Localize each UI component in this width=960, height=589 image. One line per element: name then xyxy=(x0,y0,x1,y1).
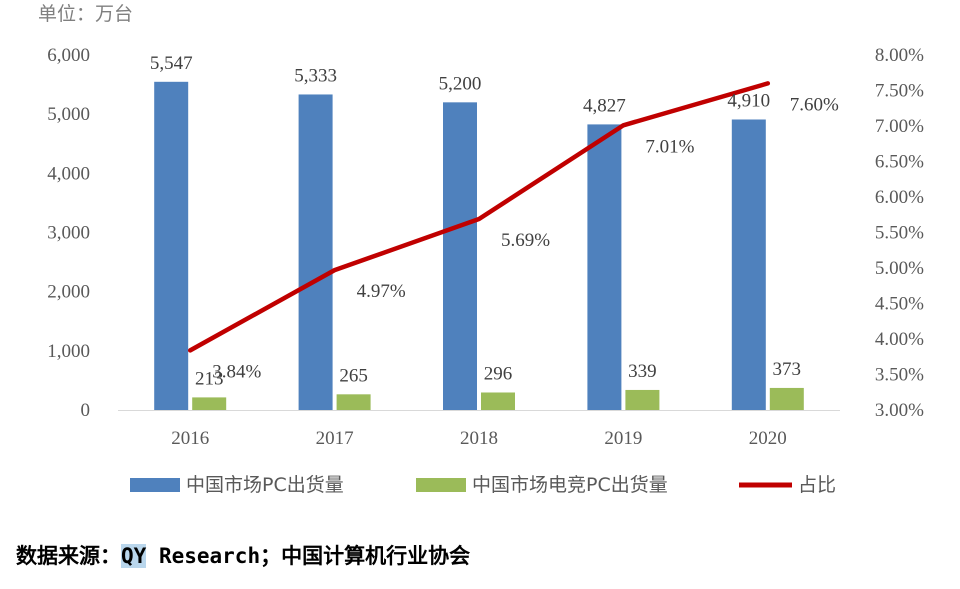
y-right-tick-label: 5.50% xyxy=(875,223,924,244)
esports-shipments-data-label: 373 xyxy=(773,359,802,380)
legend-swatch-esports xyxy=(416,478,466,492)
bar-esports-pc-shipments xyxy=(769,387,804,410)
y-left-tick-label: 0 xyxy=(81,400,91,421)
y-right-tick-label: 5.00% xyxy=(875,258,924,279)
legend-label-esports: 中国市场电竞PC出货量 xyxy=(472,474,668,496)
pc-shipments-data-label: 5,333 xyxy=(294,65,337,86)
source-highlight: QY xyxy=(121,544,147,568)
bar-pc-shipments xyxy=(298,94,333,410)
legend: 中国市场PC出货量 中国市场电竞PC出货量 占比 xyxy=(130,474,836,496)
esports-shipments-data-label: 339 xyxy=(628,361,657,382)
bar-esports-pc-shipments xyxy=(481,392,515,410)
ratio-line-series xyxy=(187,81,771,353)
bar-pc-shipments xyxy=(587,124,622,410)
legend-swatch-pc xyxy=(130,478,180,492)
y-right-tick-label: 6.50% xyxy=(875,152,924,173)
chart: 单位：万台 0 1,000 2,000 3,000 4,000 5,000 6,000 3.0… xyxy=(38,3,924,496)
y-right-tick-label: 7.50% xyxy=(875,81,924,102)
bar-pc-shipments xyxy=(443,102,477,410)
source-note: 数据来源：QY Research；中国计算机行业协会 xyxy=(16,540,470,570)
data-labels: 5,547 5,333 5,200 4,827 4,910 213 265 296 339 373… xyxy=(150,53,839,390)
y-right-tick-label: 7.00% xyxy=(875,116,924,137)
y-left-tick-label: 5,000 xyxy=(47,104,90,125)
source-rest: Research；中国计算机行业协会 xyxy=(146,544,471,568)
ratio-line xyxy=(187,81,771,353)
bar-esports-pc-shipments xyxy=(336,394,371,410)
x-tick-label: 2018 xyxy=(460,428,498,449)
y-right-tick-label: 4.50% xyxy=(875,294,924,315)
x-tick-label: 2019 xyxy=(604,428,642,449)
legend-label-pc: 中国市场PC出货量 xyxy=(186,474,344,496)
bar-pc-shipments xyxy=(731,119,766,410)
ratio-data-label: 7.01% xyxy=(645,136,694,157)
ratio-data-label: 3.84% xyxy=(212,361,261,382)
y-left-tick-label: 3,000 xyxy=(47,223,90,244)
bar-esports-pc-shipments xyxy=(625,389,660,410)
y-left-tick-label: 6,000 xyxy=(47,45,90,66)
x-tick-label: 2016 xyxy=(171,428,209,449)
x-tick-label: 2020 xyxy=(749,428,787,449)
y-left-tick-label: 2,000 xyxy=(47,282,90,303)
pc-shipments-data-label: 4,910 xyxy=(727,90,770,111)
pc-shipments-data-label: 5,200 xyxy=(439,73,482,94)
pc-shipments-data-label: 4,827 xyxy=(583,95,626,116)
ratio-data-label: 7.60% xyxy=(790,94,839,115)
bar-pc-shipments xyxy=(154,81,189,411)
y-right-tick-label: 6.00% xyxy=(875,187,924,208)
y-left-tick-label: 4,000 xyxy=(47,163,90,184)
y-right-tick-label: 8.00% xyxy=(875,45,924,66)
source-prefix: 数据来源： xyxy=(16,544,121,568)
bar-esports-pc-shipments xyxy=(192,397,227,410)
bars xyxy=(154,81,804,411)
x-tick-label: 2017 xyxy=(316,428,354,449)
y-right-tick-label: 4.00% xyxy=(875,329,924,350)
y-right-tick-label: 3.00% xyxy=(875,400,924,421)
legend-label-ratio: 占比 xyxy=(798,474,836,496)
ratio-data-label: 5.69% xyxy=(501,230,550,251)
ratio-data-label: 4.97% xyxy=(357,281,406,302)
y-right-tick-label: 3.50% xyxy=(875,365,924,386)
unit-label: 单位：万台 xyxy=(38,3,133,25)
esports-shipments-data-label: 296 xyxy=(484,363,513,384)
y-left-tick-label: 1,000 xyxy=(47,341,90,362)
pc-shipments-data-label: 5,547 xyxy=(150,53,193,74)
esports-shipments-data-label: 265 xyxy=(339,365,368,386)
axes: 0 1,000 2,000 3,000 4,000 5,000 6,000 3.00% 3.50… xyxy=(47,45,924,449)
esports-shipments-data-label: 213 xyxy=(195,368,224,389)
